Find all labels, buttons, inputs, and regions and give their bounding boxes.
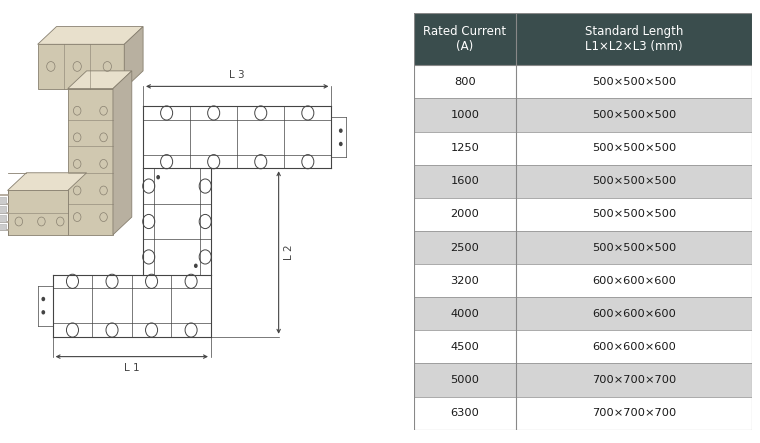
Polygon shape	[38, 44, 125, 89]
Text: 500×500×500: 500×500×500	[592, 176, 676, 186]
Circle shape	[339, 128, 343, 133]
Text: 1250: 1250	[451, 143, 480, 153]
Bar	[414, 13, 752, 66]
Text: 6300: 6300	[451, 408, 480, 418]
Circle shape	[157, 175, 160, 179]
Polygon shape	[8, 173, 87, 190]
Bar	[414, 98, 752, 132]
Text: L 3: L 3	[230, 70, 245, 80]
Bar	[0, 206, 5, 213]
Text: 1600: 1600	[451, 176, 480, 186]
Bar	[414, 297, 752, 330]
Bar	[414, 264, 752, 297]
Circle shape	[41, 310, 45, 315]
Text: Rated Current
(A): Rated Current (A)	[423, 25, 506, 53]
Text: 500×500×500: 500×500×500	[592, 143, 676, 153]
Polygon shape	[68, 89, 113, 235]
Circle shape	[194, 264, 198, 268]
Bar	[414, 66, 752, 98]
Bar	[414, 231, 752, 264]
Bar	[0, 224, 5, 230]
Text: 800: 800	[454, 77, 476, 87]
Bar	[0, 215, 5, 222]
Text: 4000: 4000	[451, 309, 480, 319]
Polygon shape	[68, 71, 131, 89]
Polygon shape	[125, 27, 143, 89]
Circle shape	[339, 142, 343, 146]
Bar	[414, 132, 752, 165]
Text: 500×500×500: 500×500×500	[592, 77, 676, 87]
Polygon shape	[8, 190, 68, 235]
Text: 5000: 5000	[451, 375, 480, 385]
Text: 4500: 4500	[451, 342, 480, 352]
Text: 700×700×700: 700×700×700	[592, 375, 676, 385]
Text: 500×500×500: 500×500×500	[592, 210, 676, 219]
Text: 600×600×600: 600×600×600	[592, 342, 676, 352]
Text: 3200: 3200	[451, 276, 480, 286]
Polygon shape	[113, 71, 131, 235]
Circle shape	[41, 297, 45, 301]
Bar	[0, 197, 5, 204]
Text: 2500: 2500	[451, 242, 480, 253]
Text: L 2: L 2	[284, 245, 294, 260]
Text: 600×600×600: 600×600×600	[592, 276, 676, 286]
Text: 2000: 2000	[451, 210, 480, 219]
Text: 500×500×500: 500×500×500	[592, 242, 676, 253]
Text: 500×500×500: 500×500×500	[592, 110, 676, 120]
Text: 600×600×600: 600×600×600	[592, 309, 676, 319]
Bar	[414, 165, 752, 198]
Polygon shape	[38, 27, 143, 44]
Bar	[414, 330, 752, 363]
Bar	[414, 198, 752, 231]
Bar	[414, 363, 752, 396]
Text: 700×700×700: 700×700×700	[592, 408, 676, 418]
Text: L 1: L 1	[124, 363, 140, 373]
Bar	[414, 396, 752, 430]
Text: Standard Length
L1×L2×L3 (mm): Standard Length L1×L2×L3 (mm)	[585, 25, 683, 53]
Text: 1000: 1000	[451, 110, 480, 120]
